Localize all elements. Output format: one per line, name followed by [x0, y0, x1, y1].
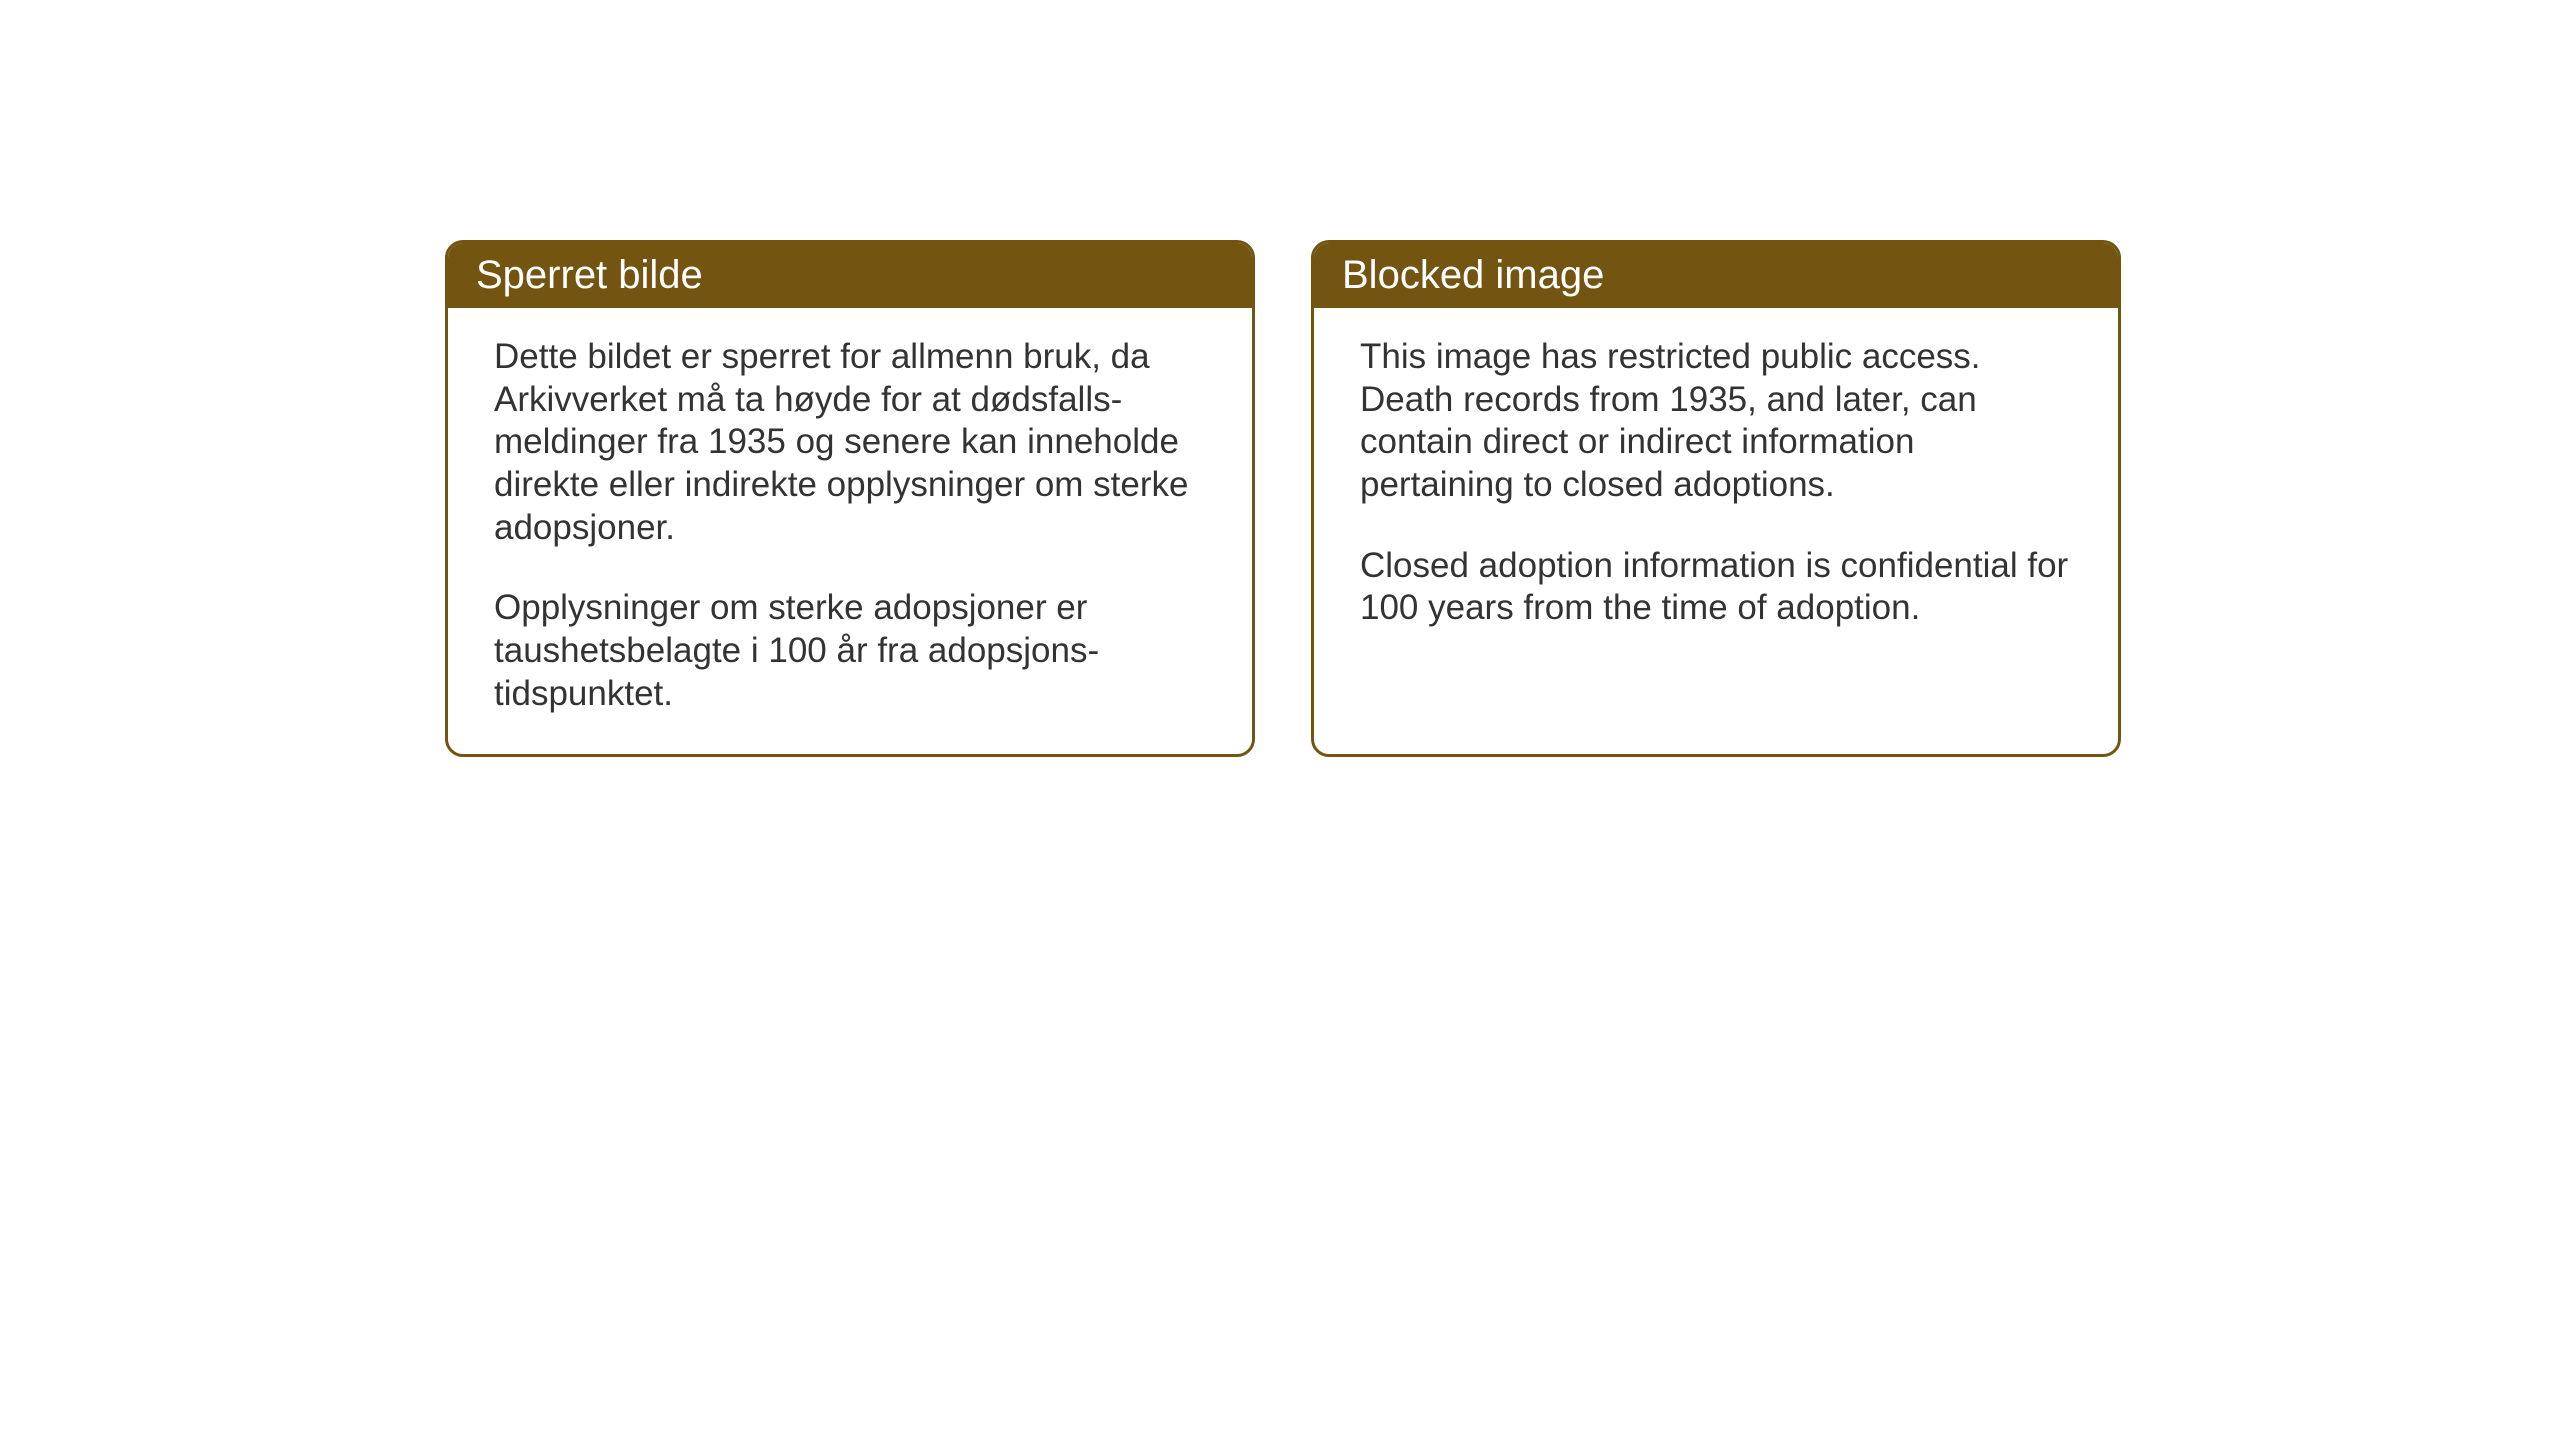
norwegian-paragraph-2: Opplysninger om sterke adopsjoner er tau…: [494, 587, 1206, 715]
norwegian-paragraph-1: Dette bildet er sperret for allmenn bruk…: [494, 336, 1206, 549]
cards-container: Sperret bilde Dette bildet er sperret fo…: [445, 240, 2121, 757]
norwegian-card-body: Dette bildet er sperret for allmenn bruk…: [448, 308, 1252, 754]
norwegian-card-title: Sperret bilde: [448, 243, 1252, 308]
english-card: Blocked image This image has restricted …: [1311, 240, 2121, 757]
english-paragraph-2: Closed adoption information is confident…: [1360, 545, 2072, 630]
english-card-title: Blocked image: [1314, 243, 2118, 308]
norwegian-card: Sperret bilde Dette bildet er sperret fo…: [445, 240, 1255, 757]
english-card-body: This image has restricted public access.…: [1314, 308, 2118, 668]
english-paragraph-1: This image has restricted public access.…: [1360, 336, 2072, 507]
